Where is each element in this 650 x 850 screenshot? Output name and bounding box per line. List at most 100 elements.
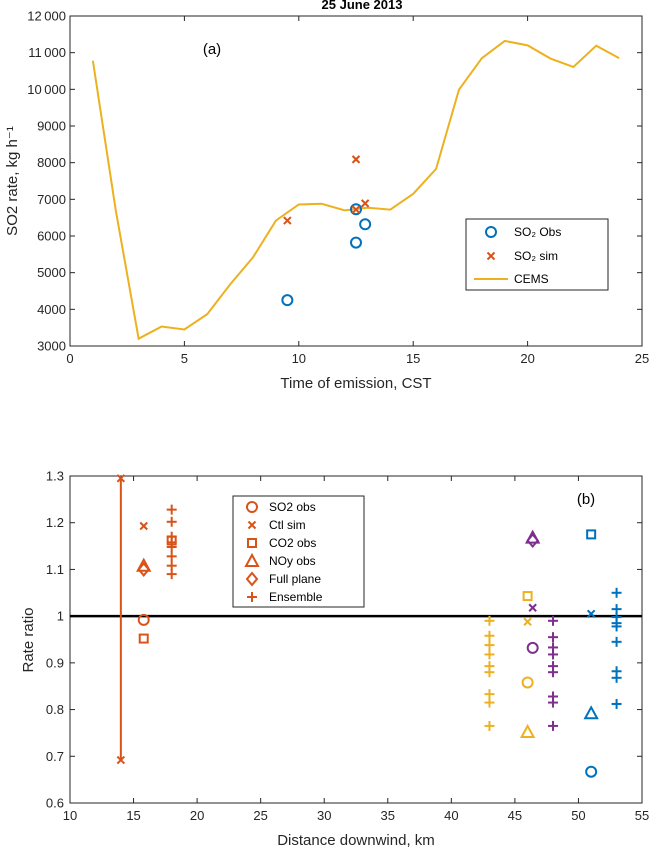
data-point-obs [359, 218, 372, 231]
y-tick-label: 0.6 [46, 796, 64, 811]
y-tick-label: 5000 [37, 265, 66, 280]
y-axis-a-label: SO2 rate, kg h⁻¹ [4, 126, 21, 236]
data-point-square [522, 591, 533, 602]
data-point-obs [350, 203, 362, 216]
x-tick-label: 10 [292, 351, 306, 366]
data-point-plus [166, 551, 177, 562]
panel-b: (b) Distance downwind, km Rate ratio 10 1… [20, 469, 649, 850]
legend-label-triangle: NOy obs [269, 554, 316, 568]
data-point-sim [283, 216, 292, 225]
data-point-triangle [583, 705, 599, 720]
data-point-plus [166, 504, 177, 515]
data-point-circle [585, 765, 598, 778]
y-tick-label: 1.3 [46, 469, 64, 484]
x-axis-b-ticks: 10 15 20 25 30 35 40 45 50 55 [63, 476, 649, 823]
x-tick-label: 45 [508, 808, 522, 823]
panel-a-label: (a) [203, 41, 221, 58]
chart-a-title: 25 June 2013 [322, 0, 403, 12]
y-tick-label: 3000 [37, 339, 66, 354]
data-point-x [116, 755, 126, 765]
legend-swatch-obs [485, 226, 497, 238]
panel-a: 25 June 2013 (a) Time of emission, CST S… [4, 0, 649, 392]
data-point-plus [548, 649, 559, 660]
x-axis-a-label: Time of emission, CST [280, 375, 431, 392]
data-point-plus [548, 697, 559, 708]
data-point-plus [484, 649, 495, 660]
data-point-square [586, 529, 597, 540]
data-point-plus [548, 667, 559, 678]
x-tick-label: 10 [63, 808, 77, 823]
data-point-plus [166, 516, 177, 527]
data-point-plus [484, 697, 495, 708]
data-point-plus [484, 720, 495, 731]
series-a [91, 39, 620, 341]
series-b [70, 474, 642, 778]
legend-a: SO₂ Obs SO₂ sim CEMS [465, 218, 609, 291]
legend-b: SO2 obs Ctl sim CO2 obs NOy obs Full plane En… [232, 495, 365, 608]
legend-swatch-triangle [244, 552, 260, 567]
x-tick-label: 25 [635, 351, 649, 366]
data-point-obs [281, 294, 294, 307]
panel-b-label: (b) [577, 491, 595, 508]
data-point-circle [137, 613, 150, 626]
data-point-diamond [137, 561, 151, 577]
data-point-plus [611, 636, 622, 647]
data-point-triangle [519, 723, 536, 738]
y-tick-label: 0.7 [46, 749, 64, 764]
x-tick-label: 20 [520, 351, 534, 366]
y-tick-label: 1.1 [46, 562, 64, 577]
y-tick-label: 4000 [37, 302, 66, 317]
data-point-plus [484, 615, 495, 626]
legend-label-obs: SO₂ Obs [514, 225, 561, 239]
x-tick-label: 0 [66, 351, 73, 366]
data-point-obs [350, 236, 362, 249]
data-point-sim [360, 199, 370, 208]
data-point-x [523, 617, 532, 626]
data-point-x [139, 521, 148, 531]
y-axis-b-label: Rate ratio [20, 607, 37, 672]
legend-b-box [232, 495, 365, 608]
y-tick-label: 7000 [37, 192, 66, 207]
legend-label-square: CO2 obs [269, 536, 316, 550]
data-point-plus [611, 621, 622, 632]
legend-label-circle: SO2 obs [269, 500, 316, 514]
x-tick-label: 15 [406, 351, 420, 366]
legend-label-sim: SO₂ sim [514, 249, 558, 263]
legend-swatch-circle [246, 501, 258, 513]
data-point-triangle [136, 557, 152, 572]
data-point-sim [351, 155, 361, 164]
y-axis-a-ticks: 3000 4000 5000 6000 7000 8000 9000 10 000 11 000… [27, 9, 642, 354]
y-tick-label: 8000 [37, 155, 66, 170]
x-tick-label: 40 [444, 808, 458, 823]
data-point-plus [611, 587, 622, 598]
y-tick-label: 1.2 [46, 515, 64, 530]
data-point-plus [611, 698, 622, 709]
legend-swatch-diamond [245, 571, 259, 587]
legend-label-diamond: Full plane [269, 572, 321, 586]
y-tick-label: 0.8 [46, 702, 64, 717]
y-tick-label: 10 000 [27, 82, 66, 97]
data-point-x [586, 609, 596, 619]
x-tick-label: 50 [571, 808, 585, 823]
data-point-x [528, 603, 537, 612]
data-point-circle [526, 641, 539, 654]
legend-swatch-sim [486, 251, 496, 261]
y-axis-b-ticks: 0.6 0.7 0.8 0.9 1 1.1 1.2 1.3 [46, 469, 642, 811]
data-point-plus [484, 667, 495, 678]
plot-a-frame [69, 15, 643, 347]
y-tick-label: 12 000 [27, 9, 66, 24]
data-point-plus [484, 689, 495, 700]
x-axis-b-label: Distance downwind, km [277, 832, 435, 849]
legend-label-cems: CEMS [514, 272, 549, 286]
legend-swatch-x [247, 520, 257, 530]
y-tick-label: 0.9 [46, 655, 64, 670]
legend-label-plus: Ensemble [269, 590, 323, 604]
data-point-circle [521, 676, 534, 689]
data-point-plus [484, 630, 495, 641]
x-tick-label: 20 [190, 808, 204, 823]
x-tick-label: 5 [181, 351, 188, 366]
data-point-plus [548, 632, 559, 643]
data-point-square [138, 633, 149, 644]
data-point-plus [166, 569, 177, 580]
